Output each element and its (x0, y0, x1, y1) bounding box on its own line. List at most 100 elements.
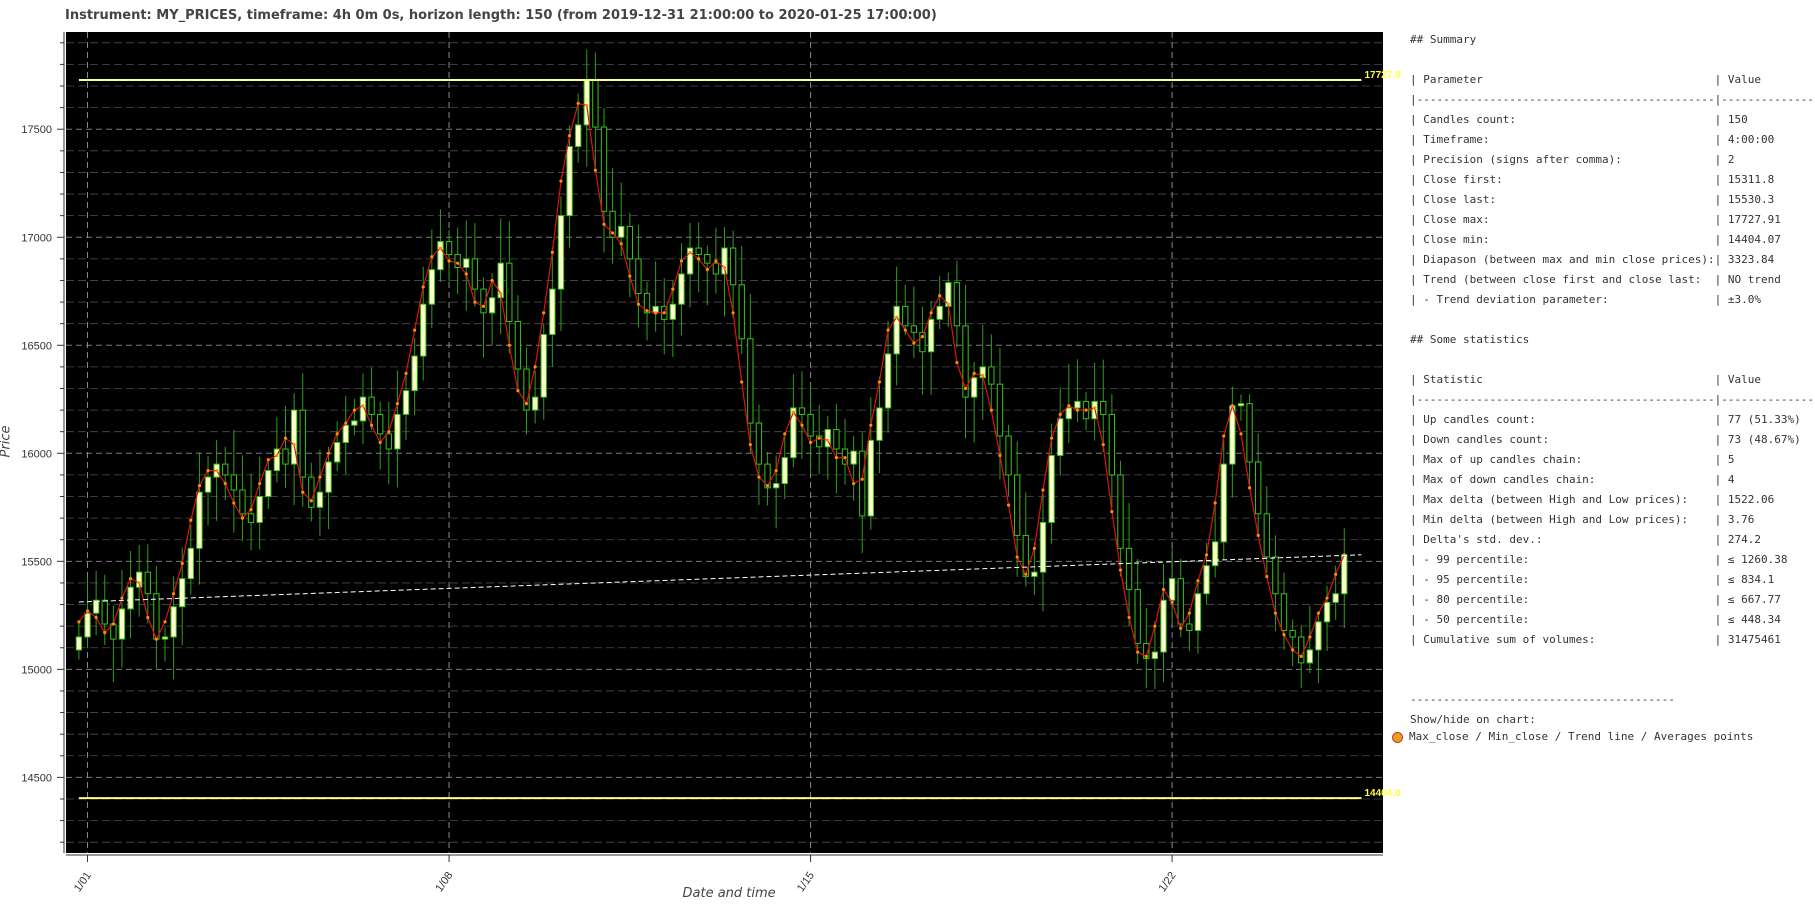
average-point (206, 468, 210, 473)
candle-up (196, 491, 203, 549)
average-point (473, 300, 477, 304)
candle-up (84, 612, 91, 638)
average-point (85, 609, 90, 613)
candle-up (135, 571, 143, 588)
summary-row: | - Trend deviation parameter: | ±3.0% (1410, 293, 1761, 306)
candle-up (1323, 601, 1331, 623)
average-point (946, 302, 950, 306)
candle-down (833, 429, 840, 450)
candle-up (273, 448, 281, 472)
candle-up (669, 303, 677, 320)
average-point (266, 458, 270, 462)
average-point (542, 311, 546, 315)
candle-down (308, 476, 315, 508)
average-point (989, 408, 993, 412)
average-point (662, 311, 666, 315)
legend-toggle[interactable]: Max_close / Min_close / Trend line / Ave… (1392, 730, 1753, 743)
legend-toggle-label[interactable]: Max_close / Min_close / Trend line / Ave… (1409, 730, 1754, 743)
candle-up (574, 124, 582, 148)
average-point (490, 278, 494, 283)
candle-down (282, 448, 289, 465)
candle-down (919, 331, 926, 353)
average-point (326, 451, 331, 455)
candle-up (204, 476, 212, 493)
candlestick-chart[interactable]: 14500 15000 15500 16000 16500 17000 17500 1/01… (0, 0, 1400, 908)
average-point (1015, 555, 1019, 559)
candle-up (1211, 541, 1219, 567)
average-point (1084, 408, 1088, 412)
candle-down (1255, 461, 1262, 515)
candle-up (342, 424, 349, 443)
candle-down (1186, 623, 1193, 631)
average-point (1101, 443, 1105, 447)
candle-down (729, 247, 737, 286)
average-point (1093, 406, 1097, 410)
candle-up (420, 303, 427, 357)
max-close-label: 17727.91 (1364, 70, 1400, 81)
average-point (146, 615, 150, 620)
statistics-row: | - 99 percentile: | ≤ 1260.38 (1410, 553, 1788, 566)
statistics-row: | Up candles count: | 77 (51.33%) (1410, 413, 1801, 426)
average-point (292, 443, 296, 447)
candle-down (1143, 642, 1150, 660)
average-point (912, 341, 916, 345)
candle-up (1341, 554, 1348, 595)
candle-down (738, 284, 745, 340)
average-point (628, 274, 632, 278)
candle-down (600, 126, 608, 212)
average-point (559, 179, 563, 183)
candle-down (299, 409, 306, 478)
legend-toggle-icon[interactable] (1392, 731, 1403, 743)
candle-down (101, 599, 108, 625)
average-point (860, 477, 864, 481)
average-point (1179, 626, 1183, 630)
candle-up (686, 247, 694, 275)
candle-up (1220, 463, 1227, 543)
candle-down (1125, 547, 1133, 590)
averages-line (78, 102, 1345, 658)
y-tick-label: 16500 (21, 340, 52, 352)
statistics-row: | Min delta (between High and Low prices… (1410, 513, 1755, 526)
spacer (1410, 310, 1815, 330)
spacer (1410, 670, 1815, 690)
summary-header: | Parameter | Value (1410, 73, 1761, 86)
plot-area (66, 32, 1383, 853)
x-tick-label: 1/08 (433, 870, 455, 894)
average-point (524, 402, 529, 406)
candle-up (1194, 593, 1202, 631)
average-point (877, 380, 882, 384)
average-point (929, 311, 933, 315)
y-tick-label: 17000 (21, 232, 52, 244)
average-point (430, 255, 434, 259)
candle-up (118, 608, 126, 640)
average-point (189, 518, 193, 522)
average-point (550, 250, 554, 254)
average-point (1196, 579, 1200, 583)
average-point (1067, 404, 1071, 408)
candle-down (902, 305, 909, 327)
average-point (757, 475, 761, 479)
average-point (103, 631, 107, 635)
summary-row: | Close last: | 15530.3 (1410, 193, 1775, 206)
y-tick-label: 17500 (21, 124, 52, 136)
summary-row: | Close max: | 17727.91 (1410, 213, 1781, 226)
average-point (903, 328, 907, 332)
average-point (1075, 408, 1080, 412)
candle-down (747, 338, 754, 424)
candle-down (445, 241, 453, 256)
candle-up (394, 413, 401, 450)
average-point (533, 365, 537, 369)
average-point (1239, 432, 1243, 436)
average-point (886, 328, 890, 332)
average-point (344, 421, 348, 425)
stats-panel: ## Summary | Parameter | Value |---------… (1410, 30, 1815, 730)
average-point (1222, 434, 1226, 438)
summary-row: | Close first: | 15311.8 (1410, 173, 1775, 186)
average-point (783, 432, 787, 436)
average-point (654, 311, 658, 315)
candle-down (153, 593, 160, 640)
summary-row: | Precision (signs after comma): | 2 (1410, 153, 1735, 166)
candle-up (678, 273, 685, 305)
average-point (1032, 546, 1036, 550)
candle-down (514, 321, 522, 370)
